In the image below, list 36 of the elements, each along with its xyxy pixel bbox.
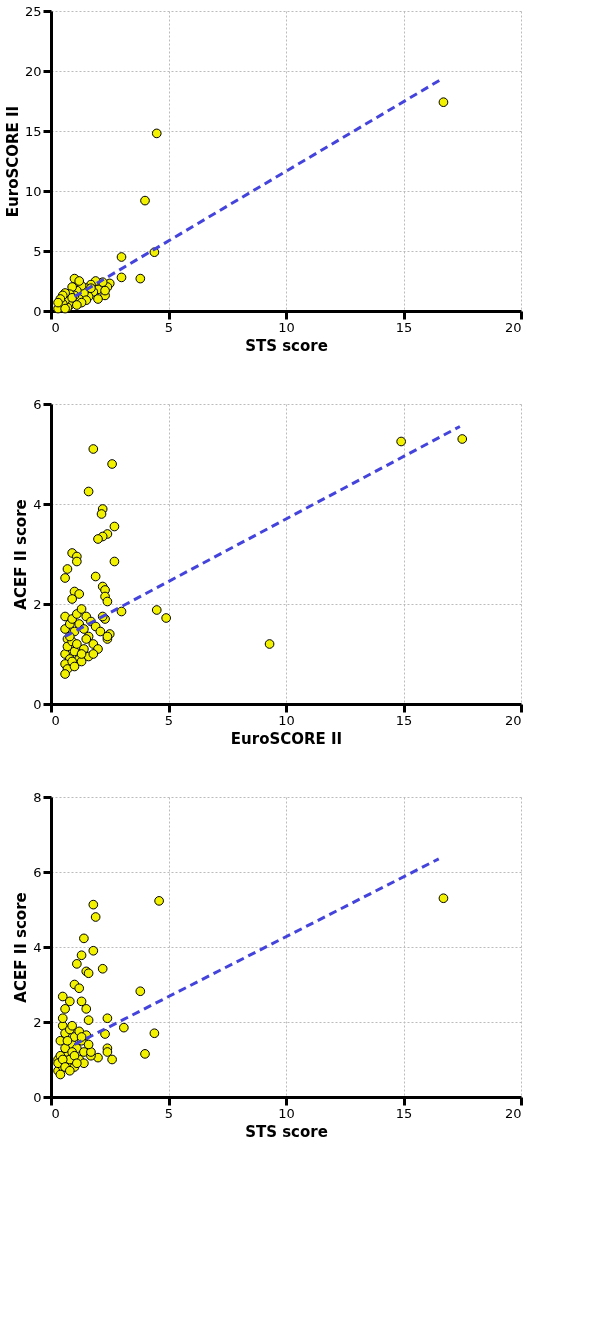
y-tick-label: 6: [33, 396, 42, 412]
x-tick-label: 20: [504, 1105, 522, 1121]
x-tick-label: 5: [164, 319, 174, 335]
y-tick-label: 10: [24, 183, 42, 199]
x-tick-label: 15: [395, 1105, 413, 1121]
y-axis-title: EuroSCORE II: [3, 105, 22, 218]
y-tick-label: 0: [33, 1089, 42, 1105]
y-tick-label: 25: [24, 3, 42, 19]
y-tick-label: 6: [33, 864, 42, 880]
x-tick-label: 10: [278, 1105, 295, 1121]
x-tick-label: 0: [51, 319, 60, 335]
y-tick-label: 5: [33, 243, 42, 259]
y-axis-title: ACEF II score: [12, 499, 31, 610]
x-axis-title: EuroSCORE II: [230, 729, 343, 748]
x-tick-label: 10: [278, 319, 295, 335]
x-tick-label: 15: [395, 712, 413, 728]
y-tick-label: 0: [33, 696, 42, 712]
y-tick-label: 4: [33, 496, 42, 512]
x-tick-label: 5: [164, 712, 174, 728]
y-tick-label: 15: [24, 123, 42, 139]
y-tick-label: 2: [33, 596, 42, 612]
x-tick-label: 20: [504, 319, 522, 335]
x-tick-label: 0: [51, 712, 60, 728]
x-tick-label: 0: [51, 1105, 60, 1121]
x-tick-label: 20: [504, 712, 522, 728]
y-tick-label: 0: [33, 303, 42, 319]
x-axis-title: STS score: [245, 1122, 328, 1141]
x-tick-label: 10: [278, 712, 295, 728]
y-axis-title: ACEF II score: [12, 892, 31, 1003]
x-tick-label: 5: [164, 1105, 174, 1121]
y-tick-label: 8: [33, 789, 42, 805]
y-tick-label: 2: [33, 1014, 42, 1030]
x-tick-label: 15: [395, 319, 413, 335]
x-axis-title: STS score: [245, 336, 328, 355]
y-tick-label: 20: [24, 63, 42, 79]
y-tick-label: 4: [33, 939, 42, 955]
